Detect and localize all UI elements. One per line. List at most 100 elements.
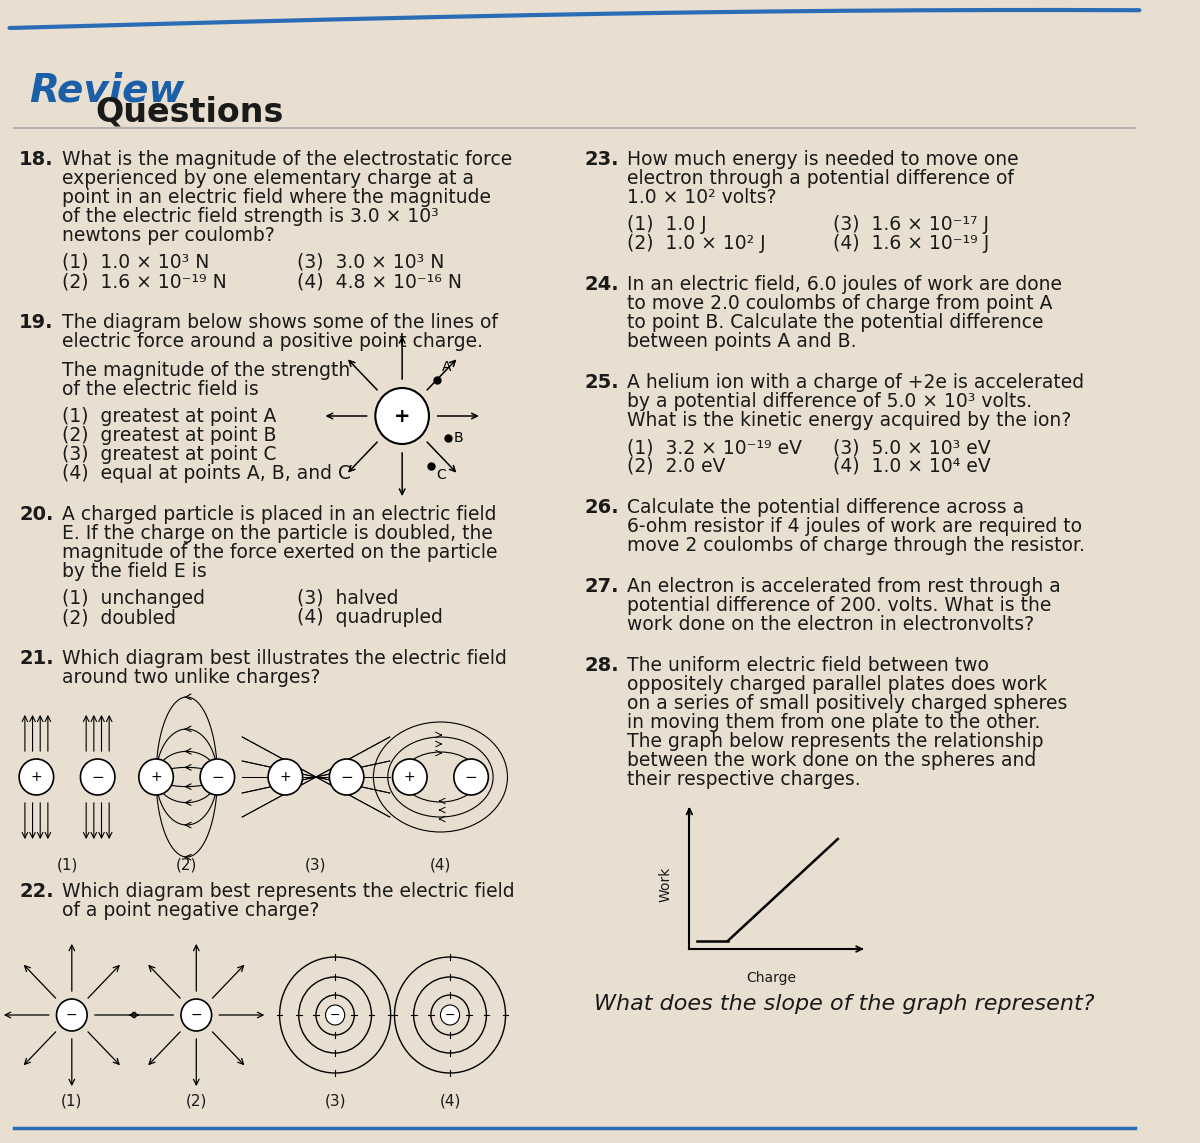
Text: around two unlike charges?: around two unlike charges? [62, 668, 320, 687]
Text: 21.: 21. [19, 649, 54, 668]
Text: (3): (3) [324, 1093, 346, 1108]
Text: magnitude of the force exerted on the particle: magnitude of the force exerted on the pa… [62, 543, 498, 562]
Text: C: C [437, 467, 446, 482]
Text: (1)  greatest at point A: (1) greatest at point A [62, 407, 277, 426]
Text: between points A and B.: between points A and B. [628, 331, 857, 351]
Text: A charged particle is placed in an electric field: A charged particle is placed in an elect… [62, 505, 497, 523]
Text: +: + [404, 770, 415, 784]
Text: What is the kinetic energy acquired by the ion?: What is the kinetic energy acquired by t… [628, 411, 1072, 430]
Text: potential difference of 200. volts. What is the: potential difference of 200. volts. What… [628, 596, 1051, 615]
Circle shape [56, 999, 88, 1031]
Text: their respective charges.: their respective charges. [628, 770, 860, 789]
Circle shape [80, 759, 115, 796]
Text: by a potential difference of 5.0 × 10³ volts.: by a potential difference of 5.0 × 10³ v… [628, 392, 1032, 411]
Text: In an electric field, 6.0 joules of work are done: In an electric field, 6.0 joules of work… [628, 275, 1062, 294]
Text: 26.: 26. [584, 498, 619, 517]
Text: E. If the charge on the particle is doubled, the: E. If the charge on the particle is doub… [62, 523, 493, 543]
Circle shape [454, 759, 488, 796]
Text: (4)  equal at points A, B, and C: (4) equal at points A, B, and C [62, 464, 352, 483]
Text: 24.: 24. [584, 275, 619, 294]
Text: −: − [191, 1008, 202, 1022]
Text: (1)  unchanged: (1) unchanged [62, 589, 205, 608]
Text: −: − [464, 769, 478, 784]
Circle shape [139, 759, 173, 796]
Text: 27.: 27. [584, 577, 618, 596]
Text: +: + [30, 770, 42, 784]
Text: −: − [211, 769, 223, 784]
Text: 20.: 20. [19, 505, 54, 523]
Text: oppositely charged parallel plates does work: oppositely charged parallel plates does … [628, 676, 1048, 694]
Text: Work: Work [659, 866, 672, 902]
Text: The uniform electric field between two: The uniform electric field between two [628, 656, 989, 676]
Text: A helium ion with a charge of +2e is accelerated: A helium ion with a charge of +2e is acc… [628, 373, 1085, 392]
Circle shape [200, 759, 234, 796]
Text: (3)  greatest at point C: (3) greatest at point C [62, 445, 277, 464]
Text: electron through a potential difference of: electron through a potential difference … [628, 169, 1014, 187]
Text: +: + [280, 770, 292, 784]
Text: (1)  1.0 × 10³ N: (1) 1.0 × 10³ N [62, 253, 210, 272]
Text: of a point negative charge?: of a point negative charge? [62, 901, 319, 920]
Text: (2)  2.0 eV: (2) 2.0 eV [628, 457, 726, 475]
Text: work done on the electron in electronvolts?: work done on the electron in electronvol… [628, 615, 1034, 634]
Text: (1)  1.0 J: (1) 1.0 J [628, 215, 707, 234]
Text: Questions: Questions [96, 96, 284, 129]
Text: (2)  1.0 × 10² J: (2) 1.0 × 10² J [628, 234, 766, 253]
Text: 19.: 19. [19, 313, 54, 331]
Text: 23.: 23. [584, 150, 618, 169]
Text: Which diagram best illustrates the electric field: Which diagram best illustrates the elect… [62, 649, 508, 668]
Text: (1): (1) [56, 857, 78, 872]
Circle shape [376, 387, 428, 443]
Text: to move 2.0 coulombs of charge from point A: to move 2.0 coulombs of charge from poin… [628, 294, 1052, 313]
Text: 6-ohm resistor if 4 joules of work are required to: 6-ohm resistor if 4 joules of work are r… [628, 517, 1082, 536]
Text: to point B. Calculate the potential difference: to point B. Calculate the potential diff… [628, 313, 1044, 331]
Text: (4)  4.8 × 10⁻¹⁶ N: (4) 4.8 × 10⁻¹⁶ N [296, 272, 462, 291]
Text: (4): (4) [439, 1093, 461, 1108]
Text: 18.: 18. [19, 150, 54, 169]
Text: −: − [66, 1008, 78, 1022]
Text: (3)  halved: (3) halved [296, 589, 398, 608]
Text: (1): (1) [61, 1093, 83, 1108]
Text: How much energy is needed to move one: How much energy is needed to move one [628, 150, 1019, 169]
Text: (2): (2) [176, 857, 197, 872]
Text: Which diagram best represents the electric field: Which diagram best represents the electr… [62, 882, 515, 901]
Text: point in an electric field where the magnitude: point in an electric field where the mag… [62, 187, 491, 207]
Text: (3): (3) [305, 857, 326, 872]
Text: electric force around a positive point charge.: electric force around a positive point c… [62, 331, 484, 351]
Text: Review: Review [29, 72, 184, 110]
Text: B: B [454, 431, 463, 445]
Text: −: − [445, 1008, 455, 1022]
Circle shape [19, 759, 54, 796]
Text: What is the magnitude of the electrostatic force: What is the magnitude of the electrostat… [62, 150, 512, 169]
Circle shape [440, 1005, 460, 1025]
Text: (2): (2) [186, 1093, 206, 1108]
Text: newtons per coulomb?: newtons per coulomb? [62, 226, 275, 245]
Text: (4)  1.0 × 10⁴ eV: (4) 1.0 × 10⁴ eV [833, 457, 991, 475]
Text: The diagram below shows some of the lines of: The diagram below shows some of the line… [62, 313, 498, 331]
Text: (4): (4) [430, 857, 451, 872]
Text: 25.: 25. [584, 373, 619, 392]
Text: A: A [443, 360, 452, 374]
Text: in moving them from one plate to the other.: in moving them from one plate to the oth… [628, 713, 1040, 732]
Text: The graph below represents the relationship: The graph below represents the relations… [628, 732, 1044, 751]
Text: (3)  3.0 × 10³ N: (3) 3.0 × 10³ N [296, 253, 444, 272]
Text: Charge: Charge [745, 972, 796, 985]
Text: Calculate the potential difference across a: Calculate the potential difference acros… [628, 498, 1025, 517]
Text: of the electric field is: of the electric field is [62, 379, 259, 399]
Circle shape [181, 999, 211, 1031]
Text: What does the slope of the graph represent?: What does the slope of the graph represe… [594, 994, 1094, 1014]
Text: (3)  1.6 × 10⁻¹⁷ J: (3) 1.6 × 10⁻¹⁷ J [833, 215, 989, 234]
Text: −: − [341, 769, 353, 784]
Text: 1.0 × 10² volts?: 1.0 × 10² volts? [628, 187, 776, 207]
Text: (1)  3.2 × 10⁻¹⁹ eV: (1) 3.2 × 10⁻¹⁹ eV [628, 438, 802, 457]
Text: 28.: 28. [584, 656, 619, 676]
Text: 22.: 22. [19, 882, 54, 901]
Text: +: + [150, 770, 162, 784]
Text: between the work done on the spheres and: between the work done on the spheres and [628, 751, 1037, 770]
Text: (4)  1.6 × 10⁻¹⁹ J: (4) 1.6 × 10⁻¹⁹ J [833, 234, 989, 253]
Text: (4)  quadrupled: (4) quadrupled [296, 608, 443, 628]
Text: (2)  doubled: (2) doubled [62, 608, 176, 628]
Text: of the electric field strength is 3.0 × 10³: of the electric field strength is 3.0 × … [62, 207, 439, 226]
Circle shape [268, 759, 302, 796]
Text: (2)  greatest at point B: (2) greatest at point B [62, 426, 277, 445]
Text: move 2 coulombs of charge through the resistor.: move 2 coulombs of charge through the re… [628, 536, 1085, 555]
